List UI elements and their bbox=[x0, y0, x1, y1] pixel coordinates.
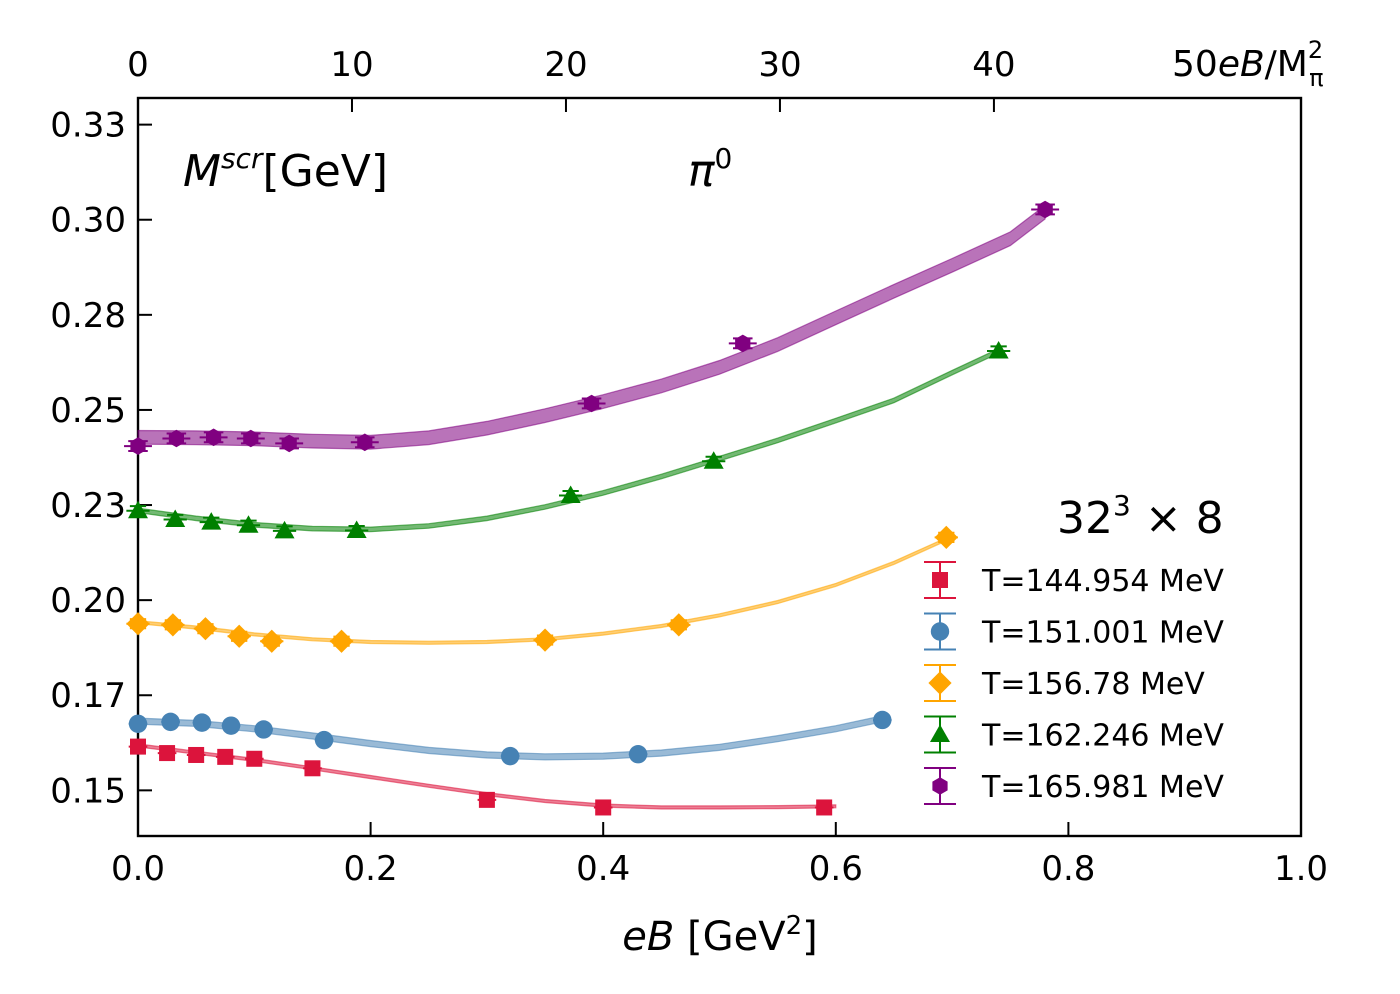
axis-ticks: 0.0 0.2 0.4 0.6 0.8 1.0 0.15 0.17 0.20 0.23 0.25 0.… bbox=[50, 45, 1328, 889]
data-point bbox=[161, 613, 185, 637]
y-tick-label: 0.15 bbox=[50, 771, 126, 811]
data-point bbox=[346, 520, 367, 539]
y-tick-label: 0.17 bbox=[50, 676, 126, 716]
data-point bbox=[988, 340, 1009, 359]
data-point bbox=[192, 713, 212, 732]
y-tick-label: 0.28 bbox=[50, 296, 126, 336]
data-markers bbox=[124, 200, 1060, 816]
data-point bbox=[126, 612, 150, 636]
data-point bbox=[703, 451, 724, 469]
legend-label: T=162.246 MeV bbox=[981, 719, 1224, 754]
top-tick-label: 30 bbox=[758, 45, 801, 85]
data-point bbox=[500, 746, 520, 766]
legend-label: T=165.981 MeV bbox=[981, 770, 1224, 805]
data-point bbox=[168, 429, 184, 448]
data-point bbox=[478, 791, 495, 808]
series-points bbox=[126, 525, 958, 653]
top-tick-label: 10 bbox=[330, 45, 373, 85]
data-point bbox=[254, 720, 273, 739]
legend-item: T=144.954 MeV bbox=[924, 561, 1224, 599]
data-point bbox=[193, 617, 218, 641]
data-point bbox=[932, 572, 948, 588]
legend-item: T=156.78 MeV bbox=[924, 664, 1205, 702]
data-point bbox=[934, 525, 958, 549]
data-point bbox=[628, 745, 648, 764]
data-point bbox=[281, 434, 297, 453]
legend-label: T=156.78 MeV bbox=[981, 667, 1205, 702]
legend-item: T=162.246 MeV bbox=[924, 715, 1224, 754]
y-tick-label: 0.20 bbox=[50, 581, 126, 621]
data-point bbox=[221, 716, 241, 735]
data-point bbox=[246, 750, 263, 767]
data-point bbox=[238, 515, 259, 533]
data-point bbox=[260, 629, 284, 653]
top-tick-label: 20 bbox=[544, 45, 587, 85]
legend-item: T=151.001 MeV bbox=[924, 612, 1224, 651]
data-point bbox=[128, 500, 148, 519]
data-point bbox=[201, 512, 222, 530]
data-point bbox=[928, 671, 952, 695]
data-point bbox=[595, 799, 612, 816]
data-point bbox=[533, 628, 557, 652]
data-point bbox=[227, 624, 251, 648]
series-points bbox=[124, 200, 1060, 455]
data-point bbox=[329, 629, 354, 653]
data-point bbox=[304, 760, 321, 777]
data-point bbox=[314, 730, 334, 750]
data-point bbox=[161, 712, 180, 732]
fit-bands bbox=[137, 204, 1046, 810]
data-point bbox=[560, 485, 581, 504]
x-axis-label: eB [GeV2] bbox=[622, 911, 818, 960]
fit-band bbox=[137, 536, 947, 645]
x-tick-label: 1.0 bbox=[1274, 849, 1328, 889]
series-points bbox=[126, 340, 1011, 539]
data-point bbox=[357, 433, 373, 452]
data-point bbox=[188, 746, 205, 763]
x-tick-label: 0.6 bbox=[809, 849, 863, 889]
data-point bbox=[932, 777, 948, 795]
data-point bbox=[274, 520, 295, 539]
data-point bbox=[1037, 200, 1053, 219]
y-tick-label: 0.33 bbox=[50, 106, 126, 146]
x-tick-label: 0.4 bbox=[576, 849, 630, 889]
mscr-annotation: Mscr[GeV] bbox=[183, 142, 388, 197]
legend-label: T=151.001 MeV bbox=[981, 616, 1224, 651]
y-tick-label: 0.23 bbox=[50, 486, 126, 526]
particle-annotation: π0 bbox=[688, 142, 732, 197]
fit-band bbox=[137, 204, 1046, 450]
data-point bbox=[243, 429, 259, 448]
y-tick-label: 0.30 bbox=[50, 201, 126, 241]
data-point bbox=[816, 799, 833, 816]
x-tick-label: 0.2 bbox=[344, 849, 398, 889]
data-point bbox=[206, 428, 222, 447]
plot-frame bbox=[136, 96, 1303, 838]
series-points bbox=[128, 710, 892, 766]
data-point bbox=[130, 437, 146, 455]
data-point bbox=[667, 613, 691, 637]
x-tick-label: 0.8 bbox=[1041, 849, 1095, 889]
data-point bbox=[159, 745, 176, 762]
data-point bbox=[217, 748, 234, 765]
lattice-annotation: 323 × 8 bbox=[1057, 489, 1224, 544]
legend: T=144.954 MeV T=151.001 MeV T=156.78 MeV T=… bbox=[924, 561, 1224, 805]
top-tick-label: 0 bbox=[127, 45, 149, 85]
data-point bbox=[583, 394, 600, 413]
fit-band bbox=[137, 743, 837, 810]
data-point bbox=[128, 714, 148, 733]
data-point bbox=[930, 724, 950, 742]
data-point bbox=[165, 509, 186, 527]
top-axis-label: 50eB/M2 π bbox=[1172, 36, 1324, 92]
series-points bbox=[128, 738, 834, 816]
x-tick-label: 0.0 bbox=[111, 849, 165, 889]
legend-item: T=165.981 MeV bbox=[924, 767, 1224, 805]
legend-label: T=144.954 MeV bbox=[981, 564, 1224, 599]
data-point bbox=[735, 334, 751, 353]
data-point bbox=[130, 738, 146, 755]
data-point bbox=[873, 710, 892, 730]
data-point bbox=[930, 622, 950, 641]
y-tick-label: 0.25 bbox=[50, 391, 126, 431]
top-tick-label: 40 bbox=[972, 45, 1015, 85]
